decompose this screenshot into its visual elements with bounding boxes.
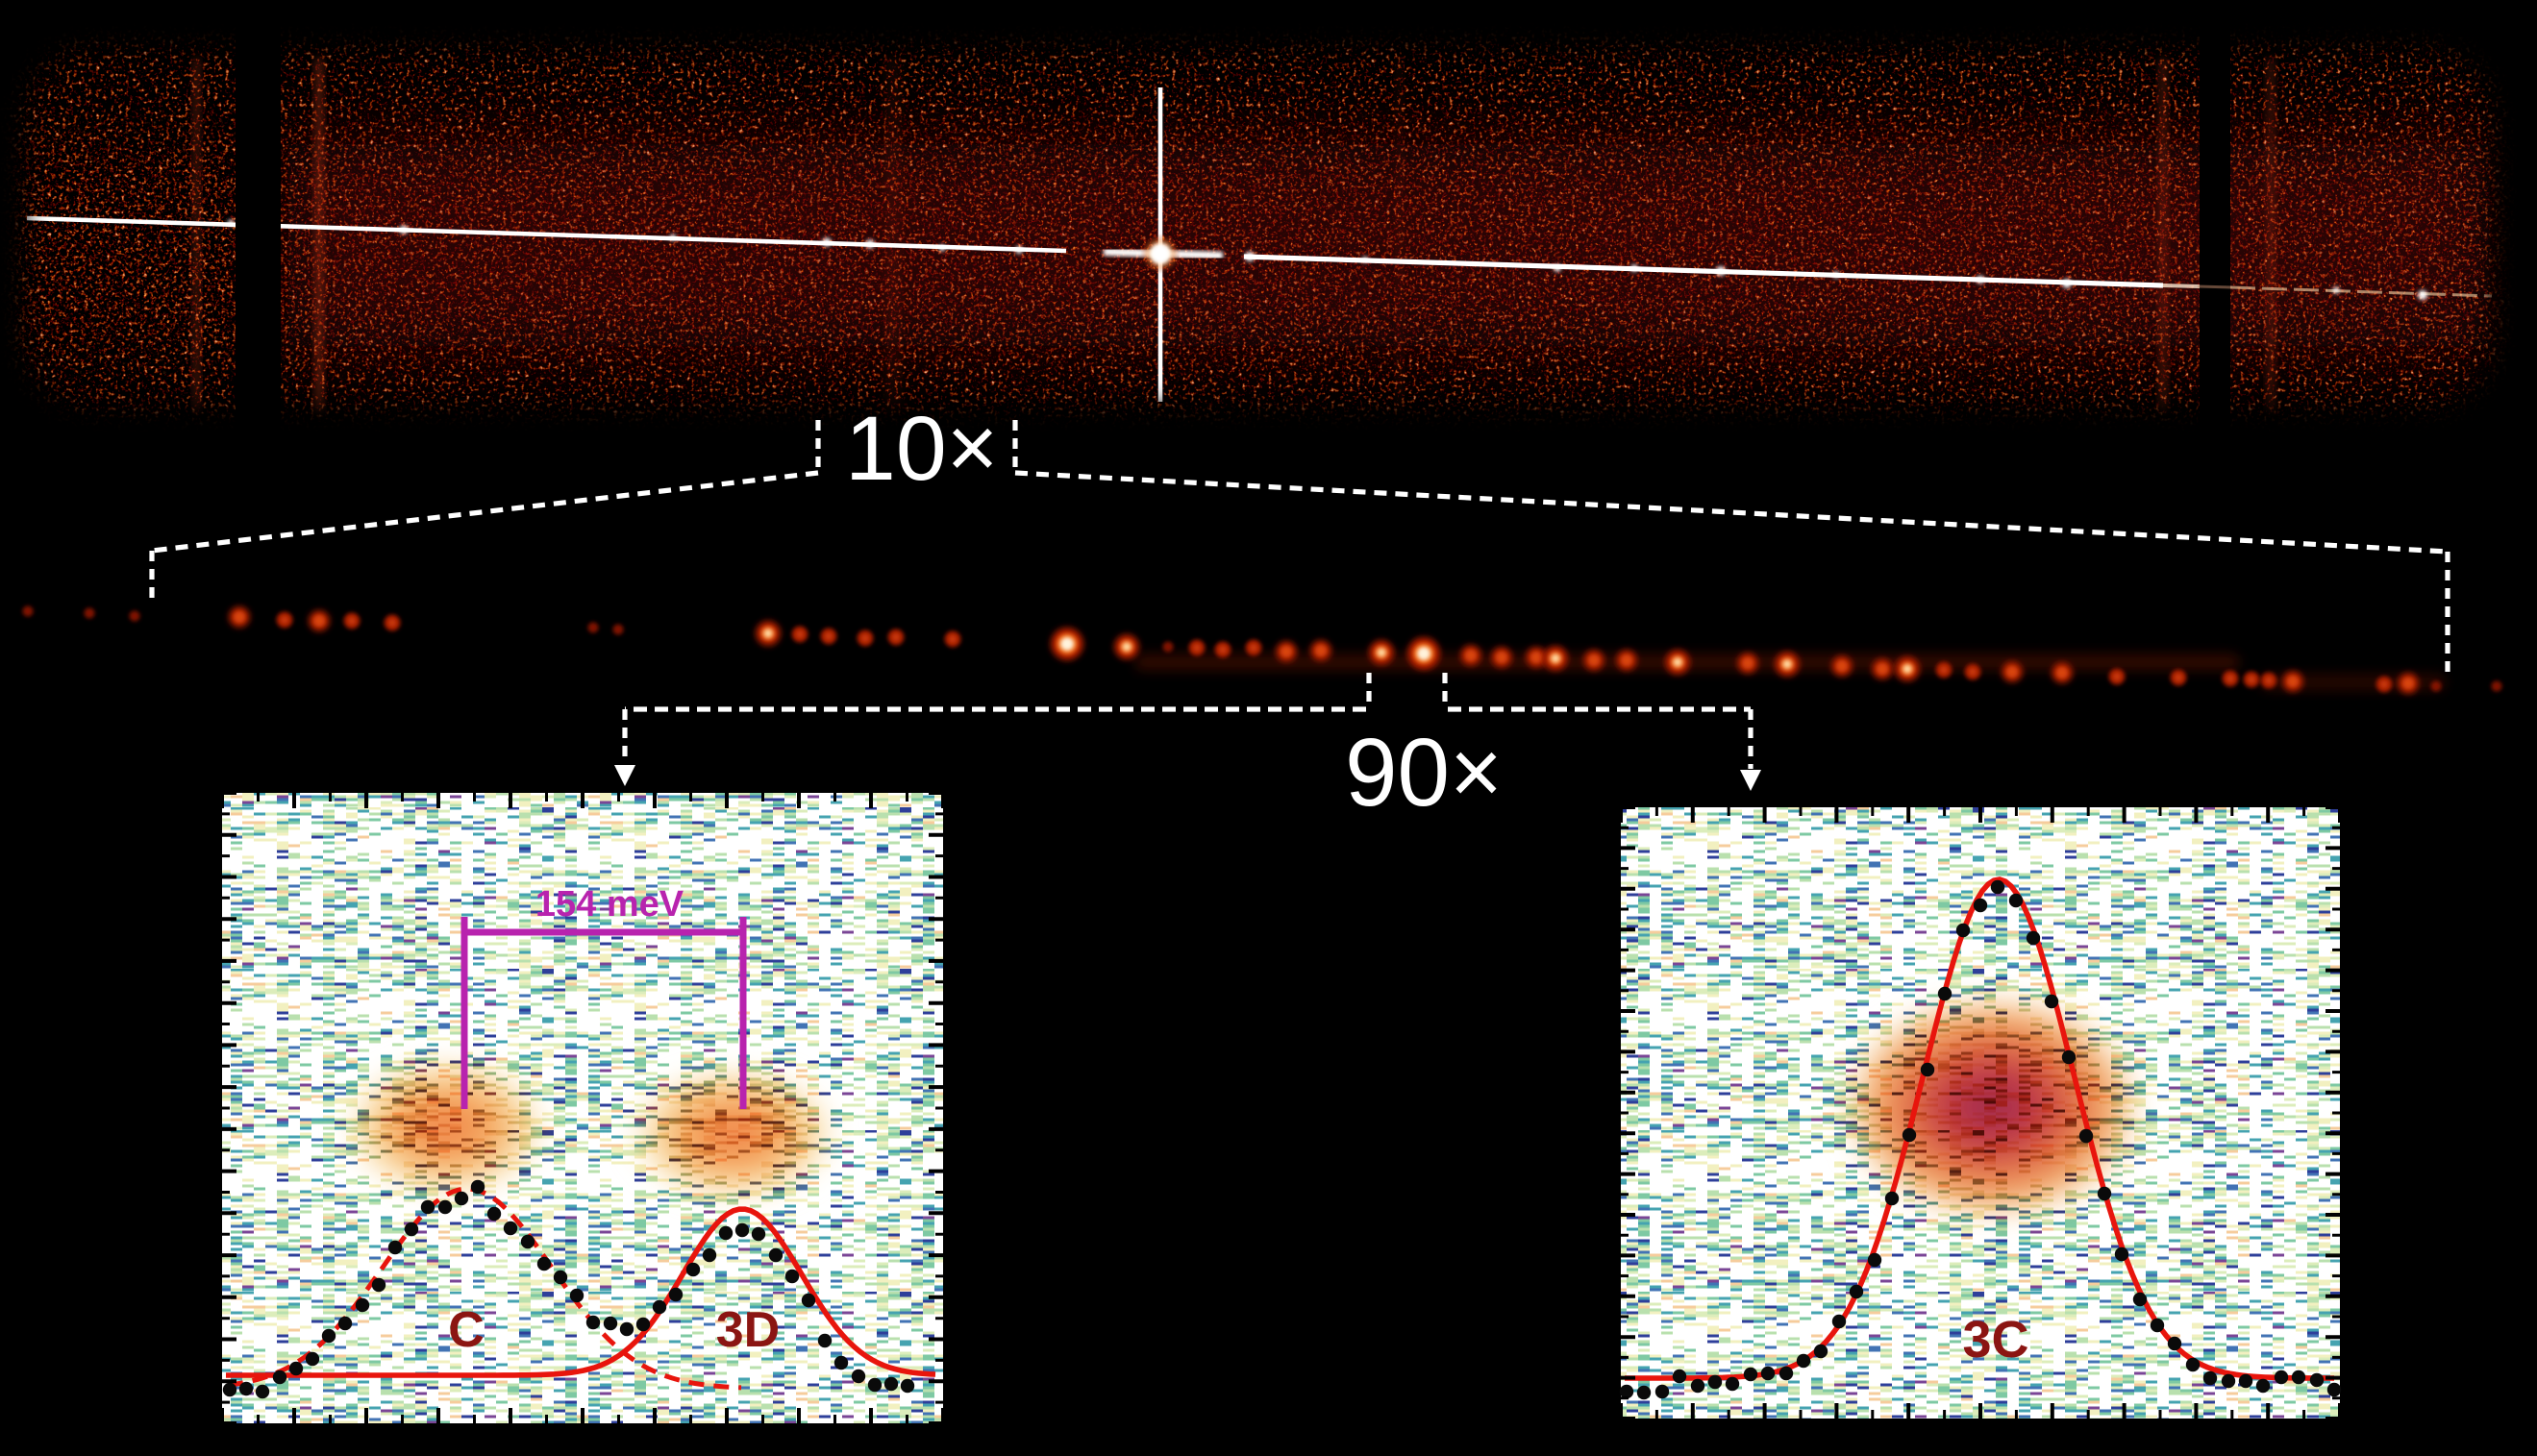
svg-text:154 meV: 154 meV — [535, 884, 684, 925]
svg-text:90×: 90× — [1345, 718, 1503, 826]
svg-text:10×: 10× — [845, 398, 998, 500]
svg-text:3D: 3D — [716, 1302, 780, 1358]
svg-text:C: C — [448, 1302, 485, 1358]
svg-text:3C: 3C — [1962, 1311, 2028, 1369]
